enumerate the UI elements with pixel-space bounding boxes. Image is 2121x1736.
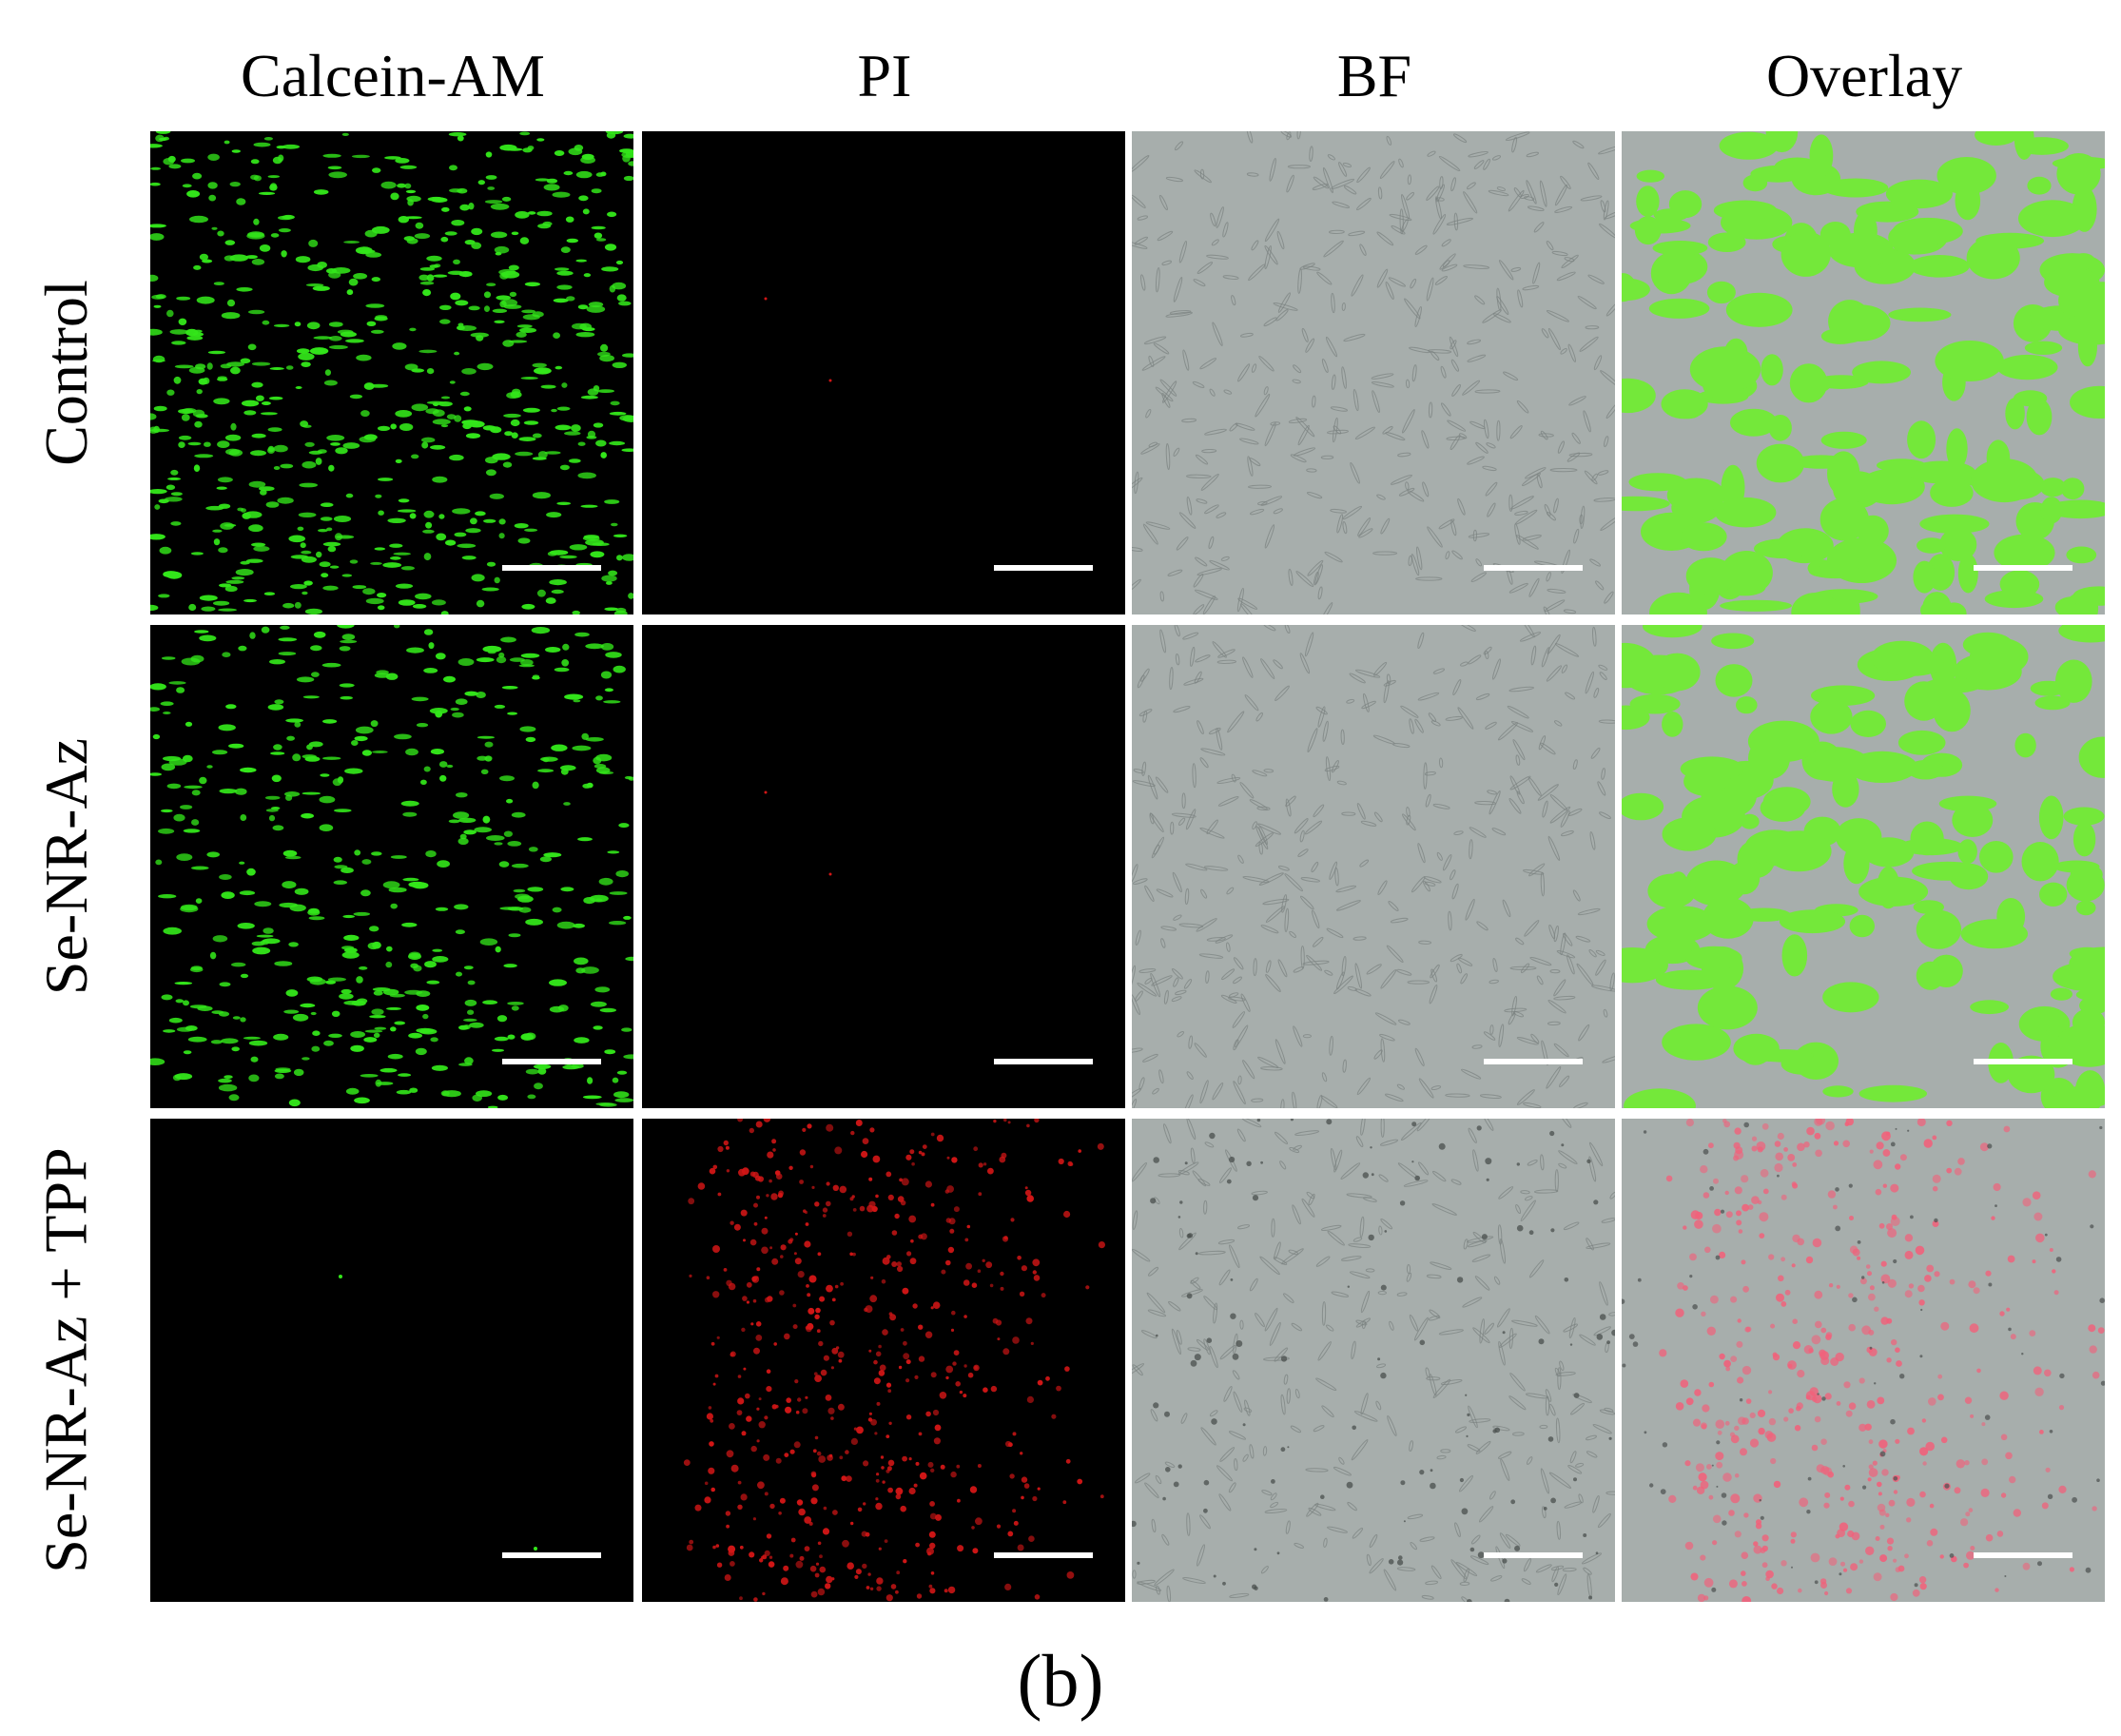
scale-bar — [502, 1059, 601, 1064]
micrograph-se-nr-az-tpp-calcein — [150, 1119, 633, 1602]
figure-caption: (b) — [1017, 1639, 1104, 1722]
column-header-overlay: Overlay — [1765, 42, 1963, 109]
scale-bar — [502, 1552, 601, 1558]
scale-bar — [994, 1059, 1093, 1064]
scale-bar — [1484, 1059, 1583, 1064]
row-header-se-nr-az: Se-NR-Az — [32, 737, 100, 996]
scale-bar — [1974, 1552, 2072, 1558]
row-header-control: Control — [32, 280, 100, 466]
micrograph-se-nr-az-tpp-bf — [1132, 1119, 1615, 1602]
column-header-bf: BF — [1336, 42, 1412, 109]
column-header-pi: PI — [857, 42, 912, 109]
micrograph-se-nr-az-tpp-overlay — [1622, 1119, 2105, 1602]
column-header-calcein-am: Calcein-AM — [241, 42, 545, 109]
micrograph-control-calcein — [150, 131, 633, 614]
micrograph-se-nr-az-tpp-pi — [642, 1119, 1125, 1602]
scale-bar — [502, 565, 601, 571]
micrograph-control-pi — [642, 131, 1125, 614]
row-header-se-nr-az-tpp: Se-NR-Az + TPP — [32, 1147, 100, 1573]
micrograph-control-overlay — [1622, 131, 2105, 614]
micrograph-control-bf — [1132, 131, 1615, 614]
micrograph-se-nr-az-overlay — [1622, 625, 2105, 1108]
scale-bar — [994, 1552, 1093, 1558]
scale-bar — [1484, 1552, 1583, 1558]
micrograph-se-nr-az-bf — [1132, 625, 1615, 1108]
scale-bar — [1484, 565, 1583, 571]
micrograph-se-nr-az-pi — [642, 625, 1125, 1108]
scale-bar — [1974, 565, 2072, 571]
scale-bar — [994, 565, 1093, 571]
micrograph-se-nr-az-calcein — [150, 625, 633, 1108]
scale-bar — [1974, 1059, 2072, 1064]
